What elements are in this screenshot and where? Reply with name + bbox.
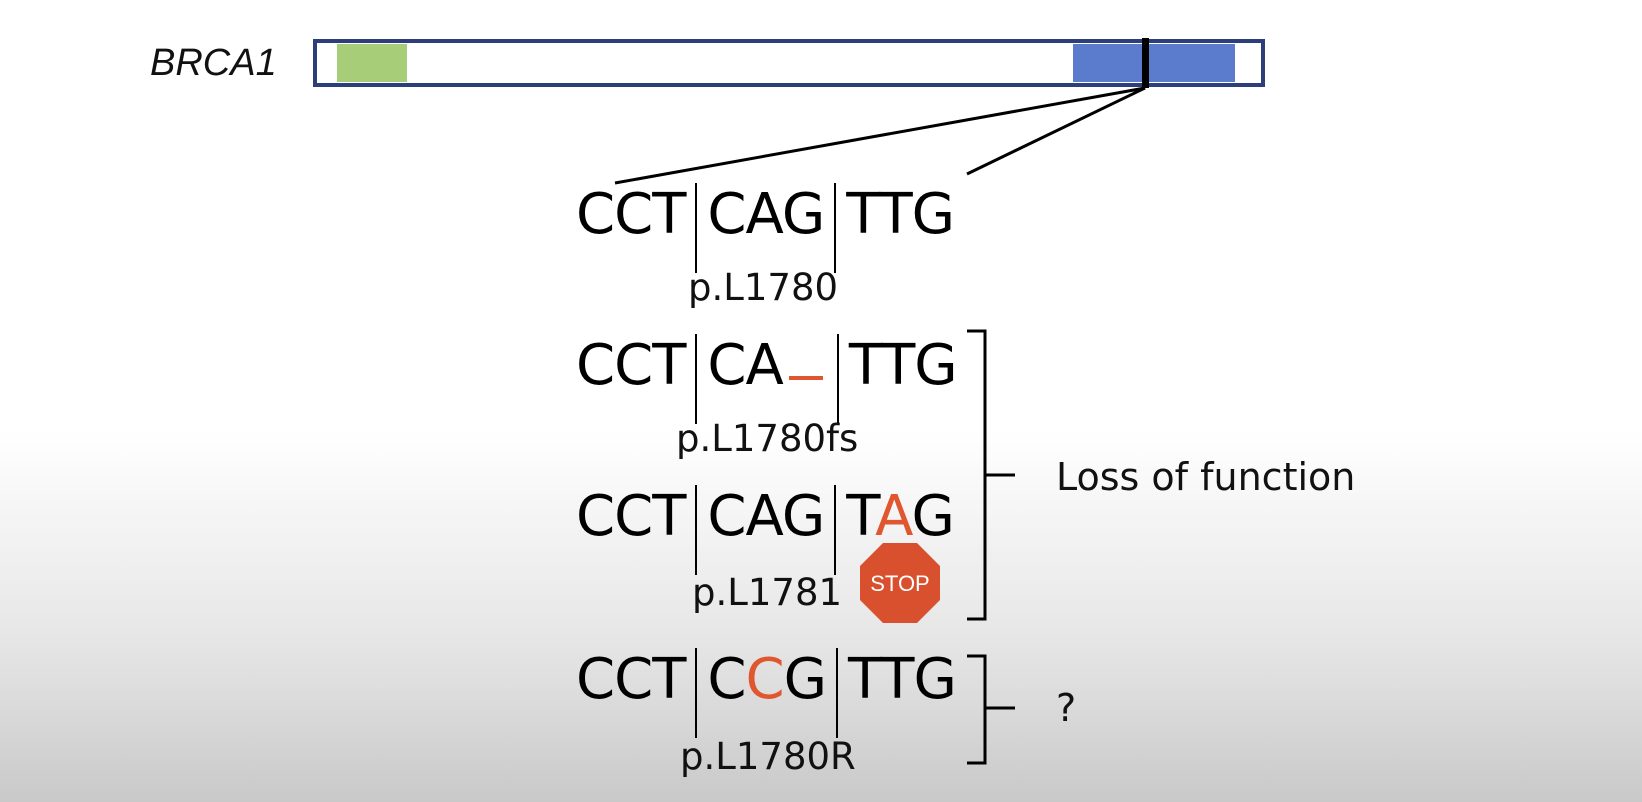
stop-sign-label: STOP <box>870 571 930 596</box>
codon-1: CCT <box>576 182 686 247</box>
mutated-base: C <box>745 647 785 712</box>
sequence-nonsense: CCT CAG TAG <box>576 484 955 575</box>
codon-3: TTG <box>848 647 957 712</box>
base: T <box>846 484 876 549</box>
codon-separator <box>695 334 698 424</box>
sequence-frameshift: CCT CA TTG <box>576 333 958 424</box>
mutation-marker <box>1142 38 1149 88</box>
sequence-wildtype: CCT CAG TTG <box>576 182 955 273</box>
stop-sign-icon: STOP <box>860 543 940 623</box>
deletion-mark <box>788 376 823 380</box>
base: G <box>783 647 827 712</box>
protein-change-nonsense: p.L1781 <box>692 571 843 614</box>
zoom-line-right <box>966 86 1146 176</box>
sequence-missense: CCT CCG TTG <box>576 647 957 738</box>
codon-separator <box>834 485 837 575</box>
codon-separator <box>695 183 698 273</box>
codon-separator <box>695 648 698 738</box>
codon-1: CCT <box>576 484 686 549</box>
codon-separator <box>836 648 839 738</box>
codon-2: CAG <box>707 484 825 549</box>
protein-change-frameshift: p.L1780fs <box>676 417 859 460</box>
codon-3: TTG <box>848 333 958 398</box>
codon-2: CAG <box>707 182 825 247</box>
base: C <box>707 647 746 712</box>
codon-1: CCT <box>576 333 686 398</box>
protein-change-missense: p.L1780R <box>680 735 856 778</box>
bracket-loss-of-function <box>967 329 1015 621</box>
codon-separator <box>834 183 837 273</box>
mutated-base: A <box>875 484 912 549</box>
zoom-line-left <box>614 86 1146 185</box>
effect-loss-of-function: Loss of function <box>1056 455 1356 499</box>
protein-change-wildtype: p.L1780 <box>688 266 839 309</box>
codon-separator <box>695 485 698 575</box>
gene-name: BRCA1 <box>150 42 277 84</box>
c-terminal-domain <box>1073 44 1235 82</box>
codon-2: CA <box>707 333 783 398</box>
base: G <box>911 484 954 549</box>
codon-separator <box>836 334 839 424</box>
n-terminal-domain <box>337 44 407 82</box>
codon-1: CCT <box>576 647 686 712</box>
effect-unknown: ? <box>1056 686 1077 730</box>
codon-3-mutated: TAG <box>846 484 955 549</box>
bracket-unknown <box>967 654 1015 765</box>
codon-2-mutated: CCG <box>707 647 827 712</box>
codon-3: TTG <box>846 182 955 247</box>
